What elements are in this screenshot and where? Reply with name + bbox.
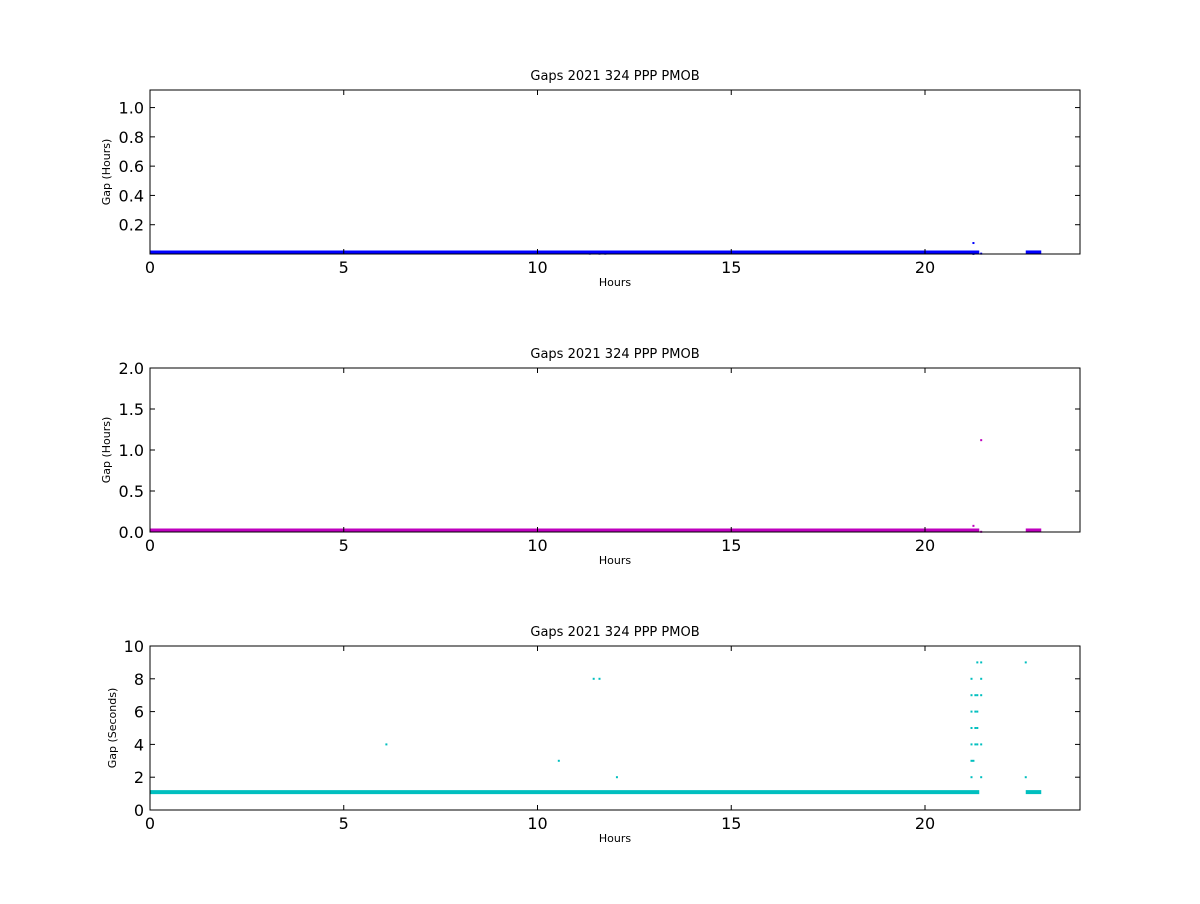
- data-point: [974, 727, 977, 729]
- y-tick-label: 0.6: [119, 157, 144, 176]
- y-tick-label: 10: [124, 637, 144, 656]
- y-tick-label: 4: [134, 735, 144, 754]
- data-point: [970, 743, 973, 746]
- plot-frame: [149, 645, 1081, 811]
- x-tick-label: 5: [339, 536, 349, 555]
- chart-panel-3: 0 5 10 15 20 0 2 4 6 8 10 Gaps 2021 324 PPP PMOB Hou…: [106, 625, 1081, 845]
- x-tick-label: 15: [721, 814, 741, 833]
- chart-title: Gaps 2021 324 PPP PMOB: [530, 625, 699, 640]
- data-point: [972, 242, 975, 245]
- y-axis-label: Gap (Hours): [100, 139, 113, 206]
- x-axis-label: Hours: [599, 832, 631, 845]
- data-point: [1024, 661, 1027, 664]
- data-point: [598, 677, 601, 680]
- chart-title: Gaps 2021 324 PPP PMOB: [530, 347, 699, 362]
- y-tick-label: 0.5: [119, 482, 144, 501]
- y-tick-label: 1.0: [119, 441, 144, 460]
- y-tick-label: 1.5: [119, 400, 144, 419]
- data-point: [557, 759, 560, 762]
- x-tick-label: 0: [145, 258, 155, 277]
- y-tick-label: 2.0: [119, 359, 144, 378]
- x-tick-label: 0: [145, 814, 155, 833]
- x-tick-label: 10: [527, 536, 547, 555]
- data-point: [385, 743, 388, 746]
- data-point: [970, 759, 973, 762]
- plot-frame: [149, 367, 1081, 533]
- data-point: [976, 727, 979, 729]
- data-point: [970, 694, 973, 697]
- data-point: [976, 661, 979, 664]
- data-point: [980, 677, 983, 680]
- x-tick-label: 20: [915, 814, 935, 833]
- data-point: [980, 776, 983, 779]
- data-point: [980, 439, 983, 442]
- data-point: [592, 677, 595, 680]
- y-tick-label: 1.0: [119, 99, 144, 118]
- data-point: [1024, 776, 1027, 779]
- data-point: [976, 694, 979, 697]
- x-tick-label: 20: [915, 258, 935, 277]
- data-point: [976, 710, 979, 713]
- x-axis-label: Hours: [599, 554, 631, 567]
- x-tick-label: 10: [527, 814, 547, 833]
- data-point: [980, 661, 983, 664]
- x-tick-label: 15: [721, 258, 741, 277]
- y-tick-label: 0.0: [119, 523, 144, 542]
- data-point: [972, 759, 975, 762]
- y-axis-label: Gap (Seconds): [106, 688, 119, 769]
- x-tick-label: 5: [339, 814, 349, 833]
- chart-panel-1: 0 5 10 15 20 0.2 0.4 0.6 0.8 1.0 Gaps 2021 324 PPP…: [100, 69, 1081, 289]
- chart-panel-2: 0 5 10 15 20 0.0 0.5 1.0 1.5 2.0 Gaps 2021 324 PPP…: [100, 347, 1081, 567]
- data-point: [980, 743, 983, 746]
- x-tick-label: 0: [145, 536, 155, 555]
- data-point: [970, 677, 973, 680]
- y-tick-label: 6: [134, 703, 144, 722]
- y-axis-label: Gap (Hours): [100, 417, 113, 484]
- data-point: [970, 710, 973, 713]
- y-tick-label: 0.4: [119, 186, 144, 205]
- data-point: [615, 776, 618, 779]
- y-tick-label: 0.2: [119, 216, 144, 235]
- data-point: [970, 776, 973, 779]
- x-tick-label: 5: [339, 258, 349, 277]
- x-tick-label: 15: [721, 536, 741, 555]
- data-point: [976, 743, 979, 746]
- data-point: [972, 524, 975, 527]
- y-tick-label: 8: [134, 670, 144, 689]
- data-point: [974, 710, 977, 713]
- x-tick-label: 10: [527, 258, 547, 277]
- data-point: [980, 694, 983, 697]
- data-point: [970, 727, 973, 729]
- data-point: [974, 743, 977, 746]
- y-tick-label: 2: [134, 768, 144, 787]
- data-point: [974, 694, 977, 697]
- y-tick-label: 0.8: [119, 128, 144, 147]
- chart-title: Gaps 2021 324 PPP PMOB: [530, 69, 699, 84]
- x-axis-label: Hours: [599, 276, 631, 289]
- y-tick-label: 0: [134, 801, 144, 820]
- x-tick-label: 20: [915, 536, 935, 555]
- plot-frame: [149, 89, 1081, 255]
